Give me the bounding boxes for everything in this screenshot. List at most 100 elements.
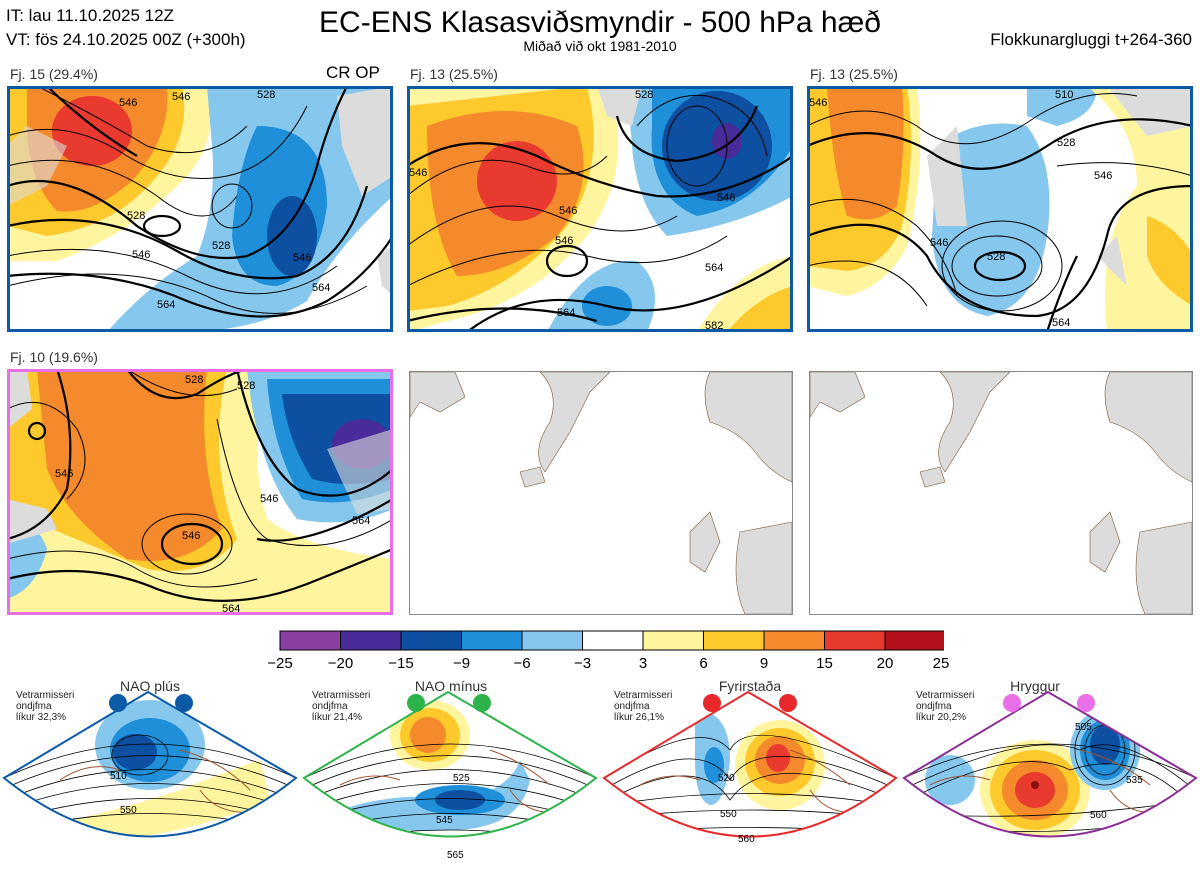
- valid-time: VT: fös 24.10.2025 00Z (+300h): [6, 30, 246, 49]
- colorbar-cell: [400, 630, 462, 651]
- colorbar-tick: 6: [699, 655, 708, 672]
- regime-note-line: líkur 21,4%: [312, 712, 363, 723]
- colorbar-cell: [763, 630, 825, 651]
- regime-note-line: ondjfma: [312, 701, 348, 712]
- cluster-2-contour-label: 564: [705, 262, 723, 274]
- cluster-4-map: 546 528 528 546 546 564 564: [7, 369, 393, 615]
- regime-note-line: líkur 32,3%: [16, 712, 67, 723]
- cluster-4-contour-label: 564: [352, 515, 370, 527]
- cluster-2-contour-label: 546: [559, 205, 577, 217]
- cluster-4-frame: [7, 369, 393, 615]
- regime-1-dot: [109, 694, 127, 712]
- empty-map-panel: [409, 371, 793, 615]
- regime-2-title: NAO mínus: [414, 678, 488, 694]
- regime-2-dot: [473, 694, 491, 712]
- regime-note-line: ondjfma: [916, 701, 952, 712]
- regime-4-contour-label: 505: [1075, 722, 1092, 733]
- cluster-4-label: Fj. 10 (19.6%): [10, 349, 98, 365]
- colorbar-tick: −15: [388, 655, 414, 672]
- cluster-2-contour-label: 546: [409, 167, 427, 179]
- regime-1-map: 510 550: [2, 690, 298, 838]
- colorbar-tick: −3: [573, 655, 592, 672]
- cluster-4-contour-label: 528: [185, 374, 203, 386]
- regime-3-note: Vetrarmisseri ondjfma líkur 26,1%: [614, 690, 694, 723]
- regime-3-map: 520 550 560: [602, 690, 898, 845]
- regime-4-contour-label: 535: [1126, 775, 1143, 786]
- colorbar-tick: 25: [932, 655, 950, 672]
- colorbar-tick: 20: [876, 655, 894, 672]
- cluster-2-contour-label: 528: [635, 89, 653, 101]
- cluster-window: Flokkunargluggi t+264-360: [990, 30, 1192, 49]
- cluster-4-contour-label: 546: [55, 468, 73, 480]
- regime-note-line: líkur 20,2%: [916, 712, 967, 723]
- colorbar-cell: [340, 630, 402, 651]
- regime-2-dot: [407, 694, 425, 712]
- regime-3-title: Fyrirstaða: [718, 678, 782, 694]
- cluster-1-contour-label: 528: [212, 240, 230, 252]
- cluster-3-contour-label: 546: [809, 97, 827, 109]
- cluster-2-contour-label: 546: [555, 235, 573, 247]
- cluster-1-contour-label: 546: [119, 97, 137, 109]
- regime-4-dot: [1003, 694, 1021, 712]
- colorbar-tick: −6: [513, 655, 531, 672]
- cluster-3-contour-label: 528: [1057, 137, 1075, 149]
- colorbar-cell: [521, 630, 583, 651]
- initial-time: IT: lau 11.10.2025 12Z: [6, 6, 174, 25]
- page-title: EC-ENS Klasasviðsmyndir - 500 hPa hæð: [319, 6, 881, 39]
- cluster-4-contour-label: 546: [260, 493, 278, 505]
- cluster-2-contour-label: 546: [717, 192, 735, 204]
- regime-note-line: Vetrarmisseri: [614, 690, 673, 701]
- cluster-3-frame: [807, 86, 1193, 332]
- cluster-2-label: Fj. 13 (25.5%): [410, 66, 498, 82]
- cluster-1-contour-label: 528: [127, 210, 145, 222]
- colorbar-tick: −25: [267, 655, 293, 672]
- cluster-3-contour-label: 546: [1094, 170, 1112, 182]
- cluster-3-contour-label: 510: [1055, 89, 1073, 101]
- regime-1-title: NAO plús: [120, 678, 180, 694]
- regime-1-dot: [175, 694, 193, 712]
- regime-4-contour-label: 560: [1090, 810, 1107, 821]
- regime-2-contour-label: 525: [453, 773, 470, 784]
- cluster-4-contour-label: 528: [237, 380, 255, 392]
- cluster-2-contour-label: 564: [557, 307, 575, 319]
- cluster-3-label: Fj. 13 (25.5%): [810, 66, 898, 82]
- cluster-1-contour-label: 546: [293, 252, 311, 264]
- cluster-3-contour-label: 528: [987, 251, 1005, 263]
- colorbar-tick: −20: [327, 655, 354, 672]
- colorbar-cell: [642, 630, 704, 651]
- regime-2-contour-label: 565: [447, 850, 464, 861]
- cluster-1-contour-label: 528: [257, 89, 275, 101]
- regime-note-line: Vetrarmisseri: [312, 690, 371, 701]
- regime-1-contour-label: 510: [110, 771, 127, 782]
- regime-3-contour-label: 520: [718, 773, 735, 784]
- regime-2-contour-label: 545: [436, 815, 453, 826]
- cluster-1-contour-label: 564: [157, 299, 175, 311]
- colorbar-cell: [582, 630, 644, 651]
- cluster-1-contour-label: 546: [132, 249, 150, 261]
- regime-3-contour-label: 560: [738, 834, 755, 845]
- regime-2-map: 525 545 565: [302, 690, 598, 861]
- regime-note-line: Vetrarmisseri: [16, 690, 75, 701]
- regime-note-line: ondjfma: [16, 701, 52, 712]
- cluster-2-frame: [407, 86, 793, 332]
- regime-2-note: Vetrarmisseri ondjfma líkur 21,4%: [312, 690, 392, 723]
- cluster-1-contour-label: 546: [172, 91, 190, 103]
- cluster-2-map: 546 546 546 546 564 564 582 528: [407, 86, 793, 332]
- regime-1-contour-label: 550: [120, 805, 137, 816]
- regime-4-map: 505 535 560: [902, 690, 1198, 838]
- regime-3-contour-label: 550: [720, 809, 737, 820]
- cluster-3-contour-label: 564: [1052, 317, 1070, 329]
- colorbar-tick: 15: [816, 655, 833, 672]
- colorbar-tick: 9: [759, 655, 769, 672]
- empty-map-panel: [809, 371, 1193, 615]
- regime-4-title: Hryggur: [1010, 678, 1060, 694]
- cluster-3-map: 546 528 546 528 546 564 510: [807, 86, 1193, 332]
- regime-3-dot: [703, 694, 721, 712]
- header-info: IT: lau 11.10.2025 12Z VT: fös 24.10.202…: [6, 4, 246, 52]
- regime-note-line: Vetrarmisseri: [916, 690, 975, 701]
- colorbar-tick: 3: [638, 655, 648, 672]
- regime-3-dot: [779, 694, 797, 712]
- cluster-1-label: Fj. 15 (29.4%): [10, 66, 98, 82]
- page-subtitle: Miðað við okt 1981-2010: [523, 38, 677, 54]
- colorbar-cell: [703, 630, 765, 651]
